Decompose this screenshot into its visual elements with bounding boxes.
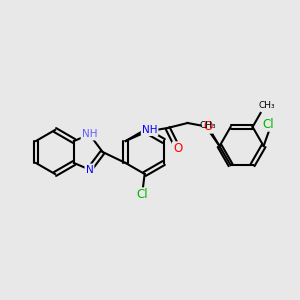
Text: Cl: Cl — [137, 188, 148, 202]
Text: CH₃: CH₃ — [258, 101, 275, 110]
Text: NH: NH — [82, 129, 97, 140]
Text: O: O — [203, 119, 212, 133]
Text: CH₃: CH₃ — [199, 121, 216, 130]
Text: N: N — [85, 165, 93, 175]
Text: NH: NH — [142, 125, 157, 135]
Text: Cl: Cl — [263, 118, 274, 130]
Text: O: O — [173, 142, 182, 155]
